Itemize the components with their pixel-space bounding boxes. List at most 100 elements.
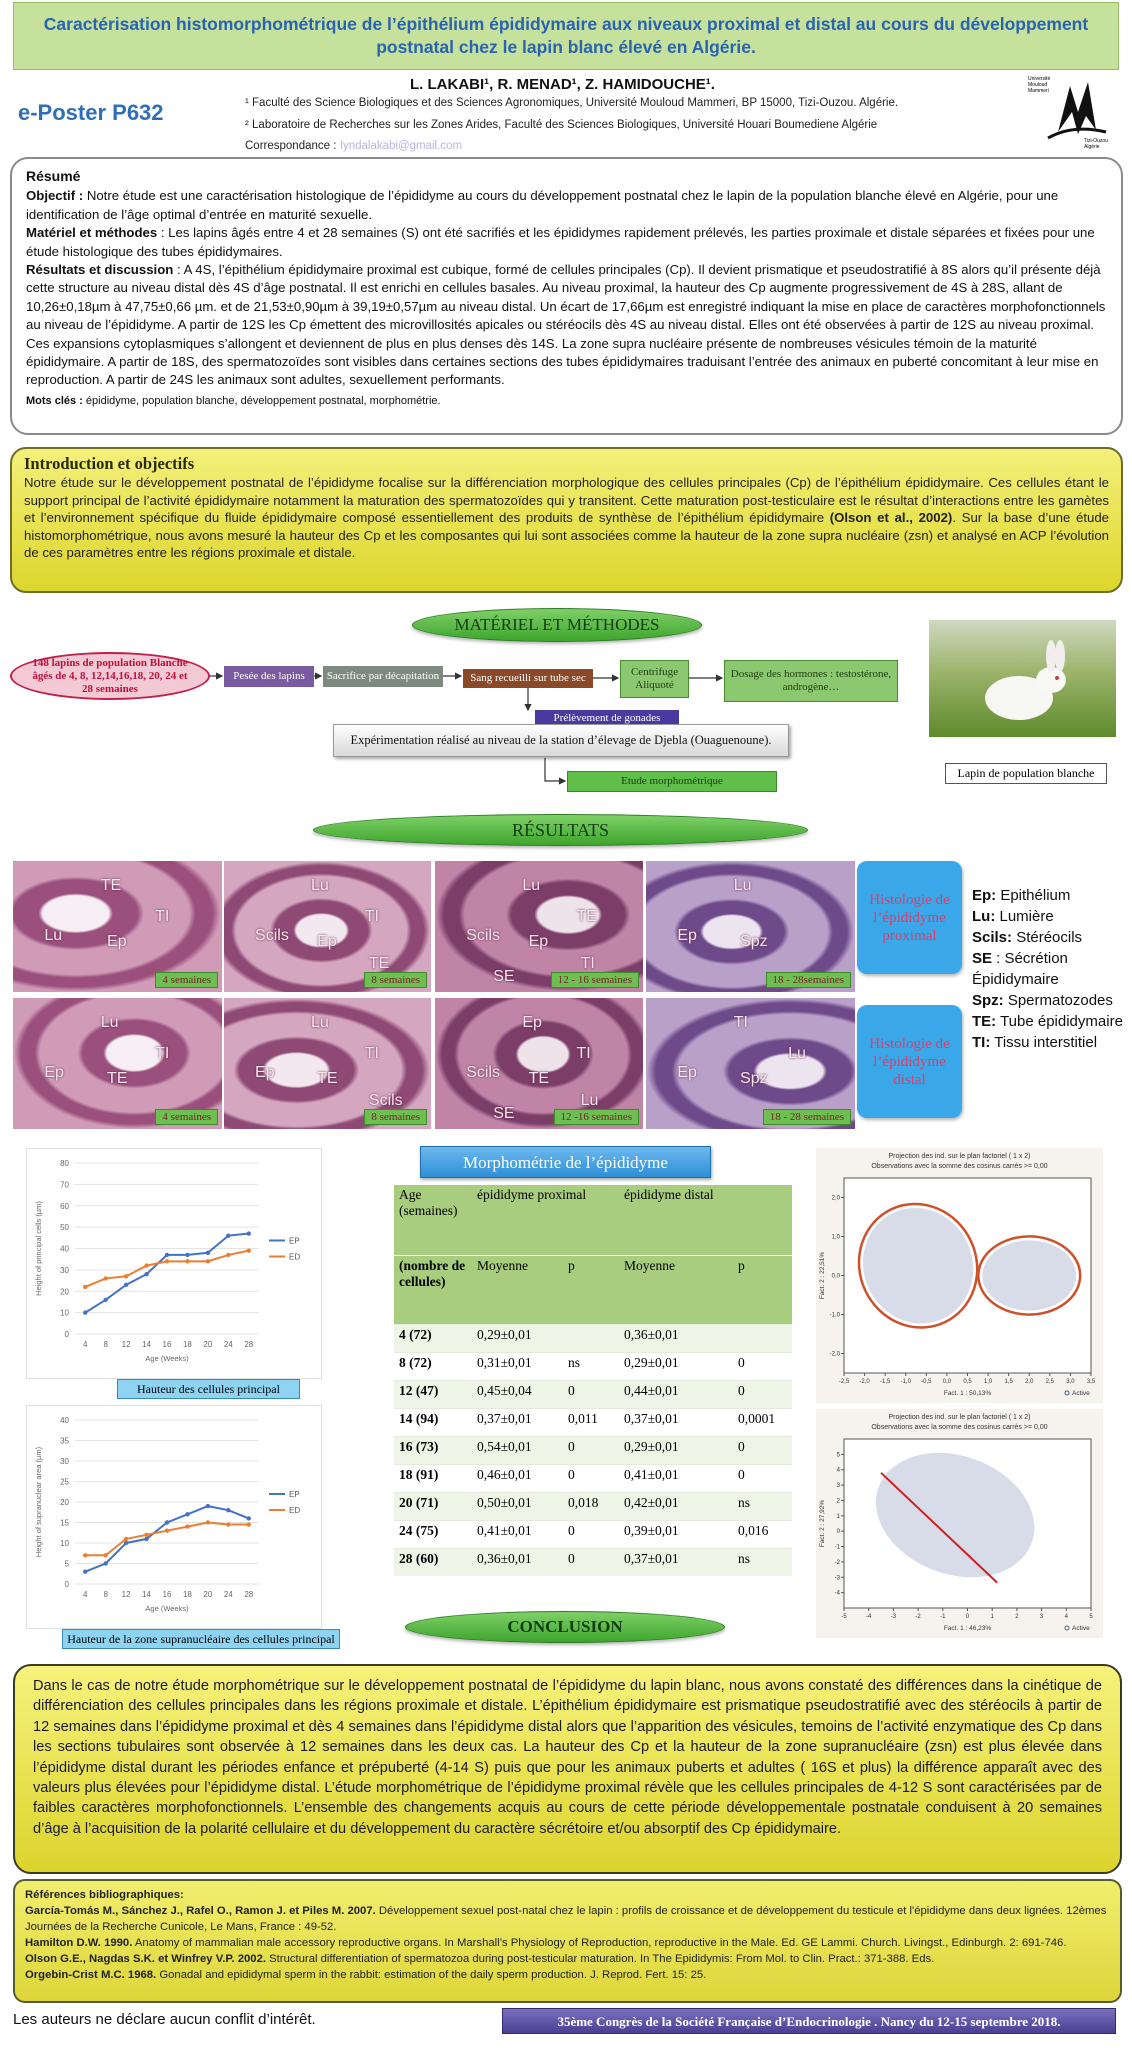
series-marker	[246, 1522, 251, 1527]
micrograph-label: Scils	[466, 926, 500, 944]
table-cell	[563, 1324, 619, 1352]
x-axis-label: Age (Weeks)	[145, 1354, 189, 1363]
table-cell: 0,29±0,01	[477, 1326, 532, 1342]
micrograph-label: Lu	[733, 876, 752, 894]
table-header-cell: épididyme proximal	[477, 1187, 587, 1202]
table-cell: 24 (75)	[399, 1522, 439, 1538]
table-cell: 0,29±0,01	[624, 1354, 679, 1370]
series-marker	[83, 1569, 88, 1574]
table-header-cell: Moyenne	[477, 1257, 528, 1273]
legend-text: Tube épididymaire	[996, 1013, 1123, 1030]
reference-authors: Orgebin-Crist M.C. 1968.	[25, 1969, 157, 1981]
series-marker	[205, 1259, 211, 1264]
x-tick-label: 4	[83, 1340, 88, 1349]
micrograph-label: Lu	[100, 1013, 119, 1031]
series-marker	[185, 1252, 190, 1258]
table-cell: 0	[738, 1382, 745, 1398]
y-tick-label: 1	[837, 1514, 841, 1520]
table-row: 16 (73) 0,54±0,01 0 0,29±0,01 0	[394, 1436, 792, 1464]
legend-label: EP	[289, 1237, 300, 1246]
group-ellipse	[977, 1235, 1082, 1316]
table-cell: 0,42±0,01	[624, 1494, 679, 1510]
series-marker	[144, 1271, 149, 1277]
legend-abbr: TI:	[972, 1034, 991, 1051]
micrograph-label: Lu	[310, 1013, 329, 1031]
series-marker	[205, 1503, 211, 1509]
micrograph-label: Ep	[528, 933, 549, 951]
legend-abbr: SE	[972, 950, 993, 967]
flow-step: Sacrifice par décapitation	[323, 666, 443, 687]
x-axis-label: Age (Weeks)	[145, 1604, 189, 1613]
table-header-cell: p	[568, 1257, 575, 1273]
x-tick-label: -1,5	[880, 1379, 891, 1385]
micrograph-label: Ep	[44, 1063, 64, 1081]
table-cell: 0,29±0,01	[624, 1438, 679, 1454]
legend-label: Active	[1072, 1625, 1090, 1632]
series-marker	[123, 1540, 129, 1546]
table-cell: 0,016	[738, 1522, 769, 1538]
x-tick-label: 4	[83, 1590, 88, 1599]
y-tick-label: 15	[60, 1519, 69, 1528]
x-tick-label: 18	[183, 1590, 192, 1599]
x-tick-label: 14	[142, 1340, 151, 1349]
table-header-row: (nombre de cellules) Moyenne p Moyenne p	[394, 1255, 792, 1324]
x-tick-label: -3	[891, 1614, 897, 1620]
x-tick-label: 1,5	[1004, 1379, 1013, 1385]
keywords: Mots clés : épididyme, population blanch…	[26, 392, 1107, 410]
micrograph: Lu Ep TE TI Scils 8 semaines	[224, 998, 431, 1129]
reference: Orgebin-Crist M.C. 1968. Gonadal and epi…	[25, 1967, 1110, 1983]
pca-plot: Projection des ind. sur le plan factorie…	[816, 1148, 1103, 1403]
correspondence-email: lyndalakabi@gmail.com	[340, 140, 463, 152]
abbrev-legend: Ep: Epithélium Lu: Lumière Scils: Stéréoci…	[972, 885, 1128, 1053]
legend-text: : Sécrétion Épididymaire	[972, 950, 1068, 988]
y-tick-label: -4	[835, 1591, 841, 1597]
micrograph: Ep Scils TE TI Lu SE 12 -16 semaines	[435, 998, 643, 1129]
micrograph-label: Lu	[310, 876, 329, 894]
micrograph-label: TI	[364, 1045, 379, 1063]
references-box: Références bibliographiques: García-Tomás…	[13, 1879, 1122, 2003]
x-tick-label: 3,5	[1087, 1379, 1096, 1385]
table-header-cell: p	[738, 1257, 745, 1273]
series-line	[85, 1521, 249, 1557]
y-tick-label: -2,0	[830, 1352, 841, 1358]
y-tick-label: 20	[60, 1498, 69, 1507]
x-tick-label: -4	[866, 1614, 872, 1620]
x-axis-label: Fact. 1 : 46,23%	[944, 1625, 992, 1632]
legend-item: TI: Tissu interstitiel	[972, 1032, 1128, 1053]
table-cell: 14 (94)	[399, 1410, 439, 1426]
x-tick-label: 20	[203, 1340, 212, 1349]
pca-title: Projection des ind. sur le plan factorie…	[888, 1153, 1030, 1160]
table-cell: 0,37±0,01	[477, 1410, 532, 1426]
photo-caption: Lapin de population blanche	[945, 763, 1107, 784]
table-header-cell: Moyenne	[624, 1257, 675, 1273]
x-tick-label: 14	[142, 1590, 151, 1599]
abstract-paragraph: Matériel et méthodes : Les lapins âgés e…	[26, 224, 1107, 261]
micrograph-label: SE	[493, 1105, 515, 1123]
series-marker	[226, 1233, 231, 1238]
abstract-text: : A 4S, l’épithélium épididymaire proxim…	[26, 262, 1106, 388]
x-tick-label: 5	[1089, 1614, 1093, 1620]
pca-subtitle: Observations avec la somme des cosinus c…	[871, 1424, 1047, 1431]
reference-text: Développement sexuel post-natal chez le …	[25, 1905, 1107, 1933]
x-tick-label: 1,0	[984, 1379, 993, 1385]
section-heading: MATÉRIEL ET MÉTHODES	[412, 608, 702, 642]
micrograph-label: TI	[733, 1013, 748, 1031]
series-line	[84, 1505, 250, 1573]
micrograph-label: TI	[364, 908, 379, 926]
y-tick-label: 4	[837, 1468, 841, 1474]
micrograph-caption: 4 semaines	[155, 972, 218, 988]
series-marker	[103, 1276, 108, 1281]
x-tick-label: 8	[103, 1340, 108, 1349]
series-marker	[83, 1310, 88, 1315]
micrograph-caption: 18 - 28semaines	[765, 972, 851, 988]
poster-id: e-Poster P632	[18, 100, 164, 125]
y-tick-label: 2	[837, 1498, 841, 1504]
micrograph-caption: 12 - 16 semaines	[550, 972, 639, 988]
table-cell: 0,37±0,01	[624, 1550, 679, 1566]
micrograph-label: Ep	[677, 1063, 697, 1081]
series-marker	[144, 1532, 149, 1537]
table-cell: 0,31±0,01	[477, 1354, 532, 1370]
micrograph-label: Ep	[107, 933, 127, 951]
micrograph-label: Lu	[580, 1092, 599, 1110]
table-cell: 0	[568, 1382, 575, 1398]
